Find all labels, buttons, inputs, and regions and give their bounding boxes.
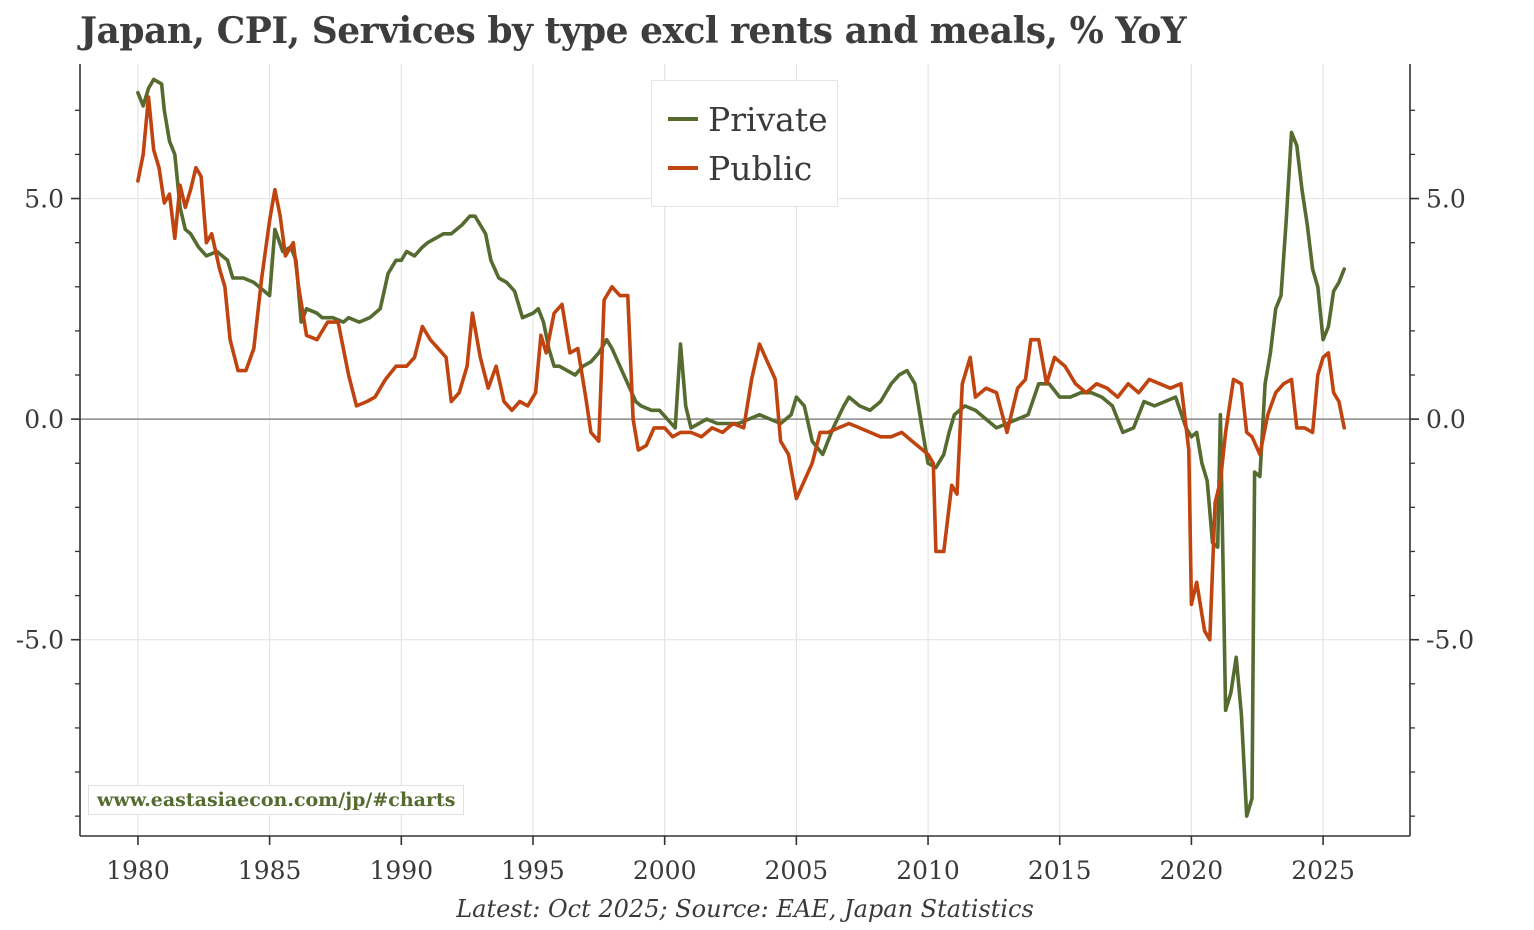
watermark-link[interactable]: www.eastasiaecon.com/jp/#charts xyxy=(88,785,465,815)
chart-title: Japan, CPI, Services by type excl rents … xyxy=(80,10,1187,52)
y-right-tick-label-5.0: 5.0 xyxy=(1426,185,1466,214)
x-tick-label-1980: 1980 xyxy=(106,856,170,885)
x-tick-label-2015: 2015 xyxy=(1028,856,1092,885)
series-line-private xyxy=(136,77,1346,818)
x-tick-label-1985: 1985 xyxy=(238,856,302,885)
axes: 1980 1985 1990 1995 2000 2005 2010 2015 2020 2025… xyxy=(16,64,1474,885)
legend-swatch-private xyxy=(668,117,698,121)
legend-label-public: Public xyxy=(708,148,813,188)
y-left-tick-label-0.0: 0.0 xyxy=(24,405,64,434)
x-tick-label-2020: 2020 xyxy=(1160,856,1224,885)
legend: Private Public xyxy=(651,80,838,207)
y-left-tick-label--5.0: -5.0 xyxy=(16,626,64,655)
legend-label-private: Private xyxy=(708,99,828,139)
x-tick-label-2005: 2005 xyxy=(765,856,829,885)
x-tick-label-2025: 2025 xyxy=(1291,856,1355,885)
x-tick-label-1990: 1990 xyxy=(369,856,433,885)
y-right-tick-label-0.0: 0.0 xyxy=(1426,405,1466,434)
x-tick-label-1995: 1995 xyxy=(501,856,565,885)
y-right-tick-label--5.0: -5.0 xyxy=(1426,626,1474,655)
x-tick-label-2010: 2010 xyxy=(896,856,960,885)
x-tick-label-2000: 2000 xyxy=(633,856,697,885)
source-note: Latest: Oct 2025; Source: EAE, Japan Sta… xyxy=(456,895,1034,923)
legend-swatch-public xyxy=(668,166,698,170)
series-lines xyxy=(136,77,1346,818)
y-left-tick-label-5.0: 5.0 xyxy=(24,185,64,214)
series-line-public xyxy=(136,95,1346,642)
legend-item-public: Public xyxy=(668,148,812,188)
legend-item-private: Private xyxy=(668,99,828,139)
